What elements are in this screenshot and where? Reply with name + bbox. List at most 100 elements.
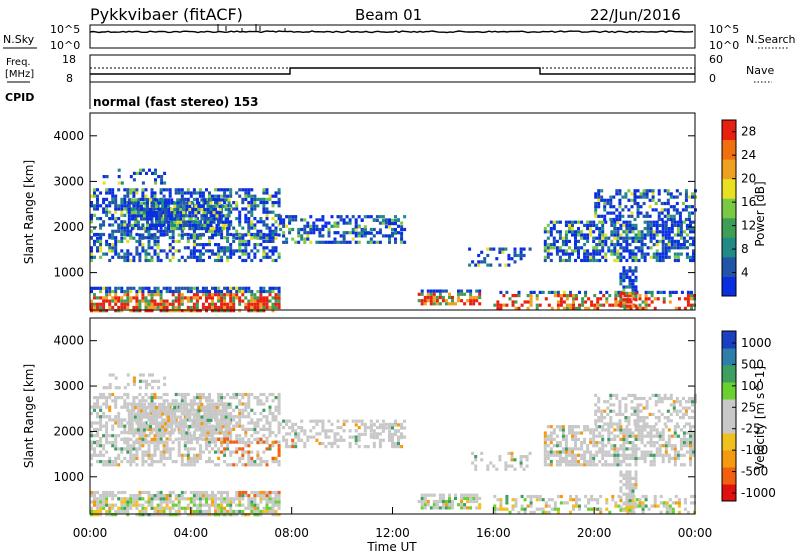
heatmap-cell [637, 230, 641, 234]
heatmap-cell [351, 435, 355, 439]
heatmap-cell [180, 392, 184, 397]
heatmap-cell [667, 249, 671, 253]
heatmap-cell [212, 431, 216, 435]
heatmap-cell [99, 296, 103, 300]
heatmap-cell [238, 411, 242, 416]
heatmap-cell [336, 240, 340, 244]
heatmap-cell [144, 392, 148, 397]
heatmap-cell [391, 231, 394, 235]
heatmap-cell [546, 463, 550, 467]
heatmap-cell [120, 437, 124, 441]
heatmap-cell [162, 305, 166, 310]
heatmap-cell [638, 306, 642, 310]
heatmap-cell [132, 255, 136, 259]
heatmap-cell [636, 195, 640, 199]
heatmap-cell [194, 217, 198, 221]
heatmap-cell [158, 406, 162, 410]
heatmap-cell [177, 188, 181, 192]
heatmap-cell [429, 493, 433, 497]
heatmap-cell [259, 497, 263, 501]
heatmap-cell [546, 437, 550, 441]
heatmap-cell [256, 503, 260, 507]
heatmap-cell [616, 450, 620, 454]
heatmap-cell [212, 211, 216, 215]
heatmap-cell [420, 302, 424, 306]
heatmap-cell [209, 406, 213, 410]
heatmap-cell [174, 191, 178, 195]
heatmap-cell [571, 220, 574, 224]
heatmap-cell [120, 220, 124, 224]
heatmap-cell [652, 223, 656, 227]
heatmap-cell [262, 490, 266, 495]
heatmap-cell [211, 293, 214, 297]
heatmap-cell [189, 305, 193, 310]
heatmap-cell [209, 418, 213, 422]
heatmap-cell [108, 217, 112, 221]
heatmap-cell [195, 255, 199, 259]
heatmap-cell [394, 441, 397, 446]
heatmap-cell [192, 286, 196, 290]
heatmap-cell [150, 204, 154, 208]
heatmap-cell [604, 428, 608, 432]
heatmap-cell [478, 289, 482, 293]
heatmap-cell [277, 444, 281, 448]
heatmap-cell [634, 460, 638, 464]
heatmap-cell [300, 426, 304, 430]
heatmap-cell [303, 237, 307, 241]
heatmap-cell [547, 504, 551, 508]
heatmap-cell [667, 230, 671, 234]
heatmap-cell [241, 236, 245, 240]
heatmap-cell [256, 302, 260, 306]
heatmap-cell [466, 493, 470, 497]
heatmap-cell [429, 302, 433, 306]
heatmap-cell [208, 450, 211, 454]
heatmap-cell [357, 432, 361, 436]
heatmap-cell [520, 494, 524, 499]
heatmap-cell [177, 497, 181, 501]
heatmap-cell [561, 258, 565, 263]
heatmap-cell [179, 406, 183, 410]
heatmap-cell [227, 431, 231, 435]
heatmap-cell [211, 513, 214, 517]
heatmap-cell [657, 192, 661, 196]
heatmap-cell [595, 243, 599, 247]
heatmap-cell [186, 441, 190, 445]
heatmap-cell [223, 434, 227, 438]
heatmap-cell [610, 249, 614, 253]
heatmap-cell [262, 289, 266, 294]
heatmap-cell [432, 506, 436, 510]
heatmap-cell [227, 428, 231, 432]
heatmap-cell [643, 258, 647, 263]
heatmap-cell [291, 441, 295, 446]
heatmap-cell [460, 299, 464, 303]
heatmap-cell [615, 214, 619, 218]
heatmap-cell [369, 429, 373, 433]
heatmap-cell [268, 494, 272, 498]
heatmap-cell [203, 198, 207, 202]
heatmap-cell [678, 217, 682, 222]
heatmap-cell [227, 227, 231, 231]
heatmap-cell [180, 460, 184, 464]
heatmap-cell [188, 214, 192, 218]
heatmap-cell [120, 503, 124, 507]
heatmap-cell [499, 290, 503, 294]
heatmap-cell [90, 411, 93, 416]
heatmap-cell [672, 195, 676, 199]
heatmap-cell [631, 272, 635, 276]
heatmap-cell [188, 207, 192, 212]
heatmap-cell [469, 295, 473, 300]
heatmap-cell [625, 304, 629, 308]
heatmap-cell [571, 223, 574, 227]
heatmap-cell [549, 441, 553, 445]
heatmap-cell [291, 218, 295, 222]
heatmap-cell [235, 293, 239, 297]
heatmap-cell [244, 286, 248, 290]
heatmap-cell [594, 192, 598, 196]
heatmap-cell [553, 501, 557, 505]
heatmap-cell [648, 189, 652, 193]
heatmap-cell [99, 396, 103, 400]
heatmap-cell [211, 249, 214, 253]
heatmap-cell [549, 220, 553, 224]
heatmap-cell [469, 499, 473, 504]
